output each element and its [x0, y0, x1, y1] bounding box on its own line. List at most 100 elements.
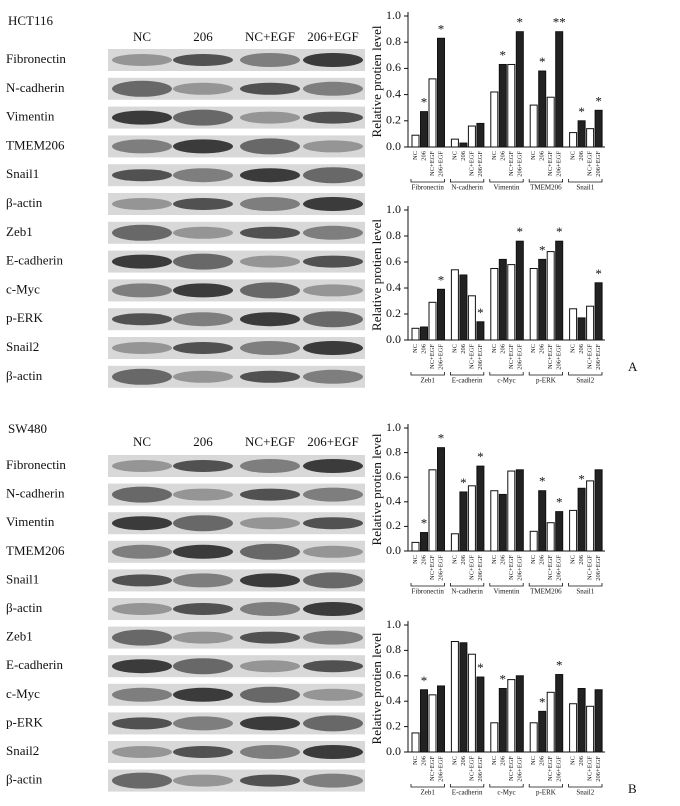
- blot-strip: [108, 279, 365, 302]
- bar-tick-label: 206: [499, 755, 506, 766]
- y-tick-label: 1.0: [386, 617, 401, 631]
- x-tick-label: Snail2: [576, 377, 594, 385]
- bar: [459, 642, 468, 753]
- bar: [437, 37, 445, 148]
- bar-tick-label: NC: [570, 344, 577, 353]
- bar: [515, 240, 524, 341]
- bar: [437, 685, 445, 753]
- blot-band: [112, 603, 172, 615]
- blot-band: [240, 686, 300, 703]
- significance-label: *: [517, 15, 524, 30]
- bar: [586, 305, 595, 341]
- bar-tick-label: NC+EGF: [547, 756, 554, 781]
- bar: [529, 530, 538, 552]
- blot-strip: [108, 221, 365, 244]
- blot-band: [240, 716, 300, 731]
- y-tick-label: 0.0: [386, 332, 401, 346]
- significance-label: *: [477, 305, 484, 320]
- bar: [437, 288, 445, 341]
- bar-tick-label: 206: [578, 343, 585, 354]
- blot-strip: [108, 655, 365, 678]
- blot-band: [173, 687, 233, 702]
- bar-tick-label: NC: [412, 756, 419, 765]
- bar: [538, 710, 547, 753]
- bar-tick-label: NC+EGF: [429, 756, 436, 781]
- y-axis-title: Relative protien level: [369, 433, 384, 545]
- blot-band: [173, 716, 233, 731]
- bar: [450, 533, 459, 552]
- blot-band: [303, 255, 363, 268]
- blot-band: [173, 198, 233, 210]
- bar: [428, 694, 437, 753]
- group-bracket: [410, 784, 445, 788]
- bar: [498, 493, 507, 552]
- bar: [515, 469, 524, 552]
- blot-band: [303, 745, 363, 759]
- bar-tick-label: 206+EGF: [556, 756, 563, 782]
- blot-band: [112, 629, 172, 646]
- bar-tick-label: NC: [570, 151, 577, 160]
- y-tick-label: 0.2: [386, 518, 401, 532]
- blot-strip: [108, 598, 365, 620]
- x-tick-label: E-cadherin: [452, 789, 483, 797]
- blot-row-label: E-cadherin: [6, 657, 64, 672]
- blot-row-label: Snail1: [6, 571, 39, 586]
- bar-tick-label: 206: [460, 343, 467, 354]
- blot-band: [303, 53, 363, 67]
- x-tick-label: Zeb1: [421, 789, 436, 797]
- panel-label: B: [628, 781, 637, 796]
- blot-strip: [108, 250, 365, 273]
- bar: [420, 326, 428, 341]
- lane-header: 206: [193, 29, 213, 44]
- bar: [490, 490, 499, 552]
- blot-band: [240, 282, 300, 299]
- x-tick-label: Fibronectin: [412, 588, 445, 596]
- bar: [569, 703, 578, 753]
- bar-tick-label: NC+EGF: [508, 344, 515, 369]
- bar-tick-label: NC: [530, 344, 537, 353]
- bar-tick-label: 206+EGF: [477, 344, 484, 370]
- bar: [428, 301, 437, 341]
- blot-strip: [108, 77, 365, 100]
- blot-band: [240, 543, 300, 560]
- bar-tick-label: 206+EGF: [477, 151, 484, 177]
- blot-row-label: Fibronectin: [6, 457, 66, 472]
- bar: [476, 465, 485, 552]
- bar-tick-label: NC: [530, 756, 537, 765]
- x-tick-label: p-ERK: [536, 789, 556, 797]
- bar: [577, 688, 586, 753]
- blot-band: [240, 226, 300, 239]
- blot-band: [240, 111, 300, 124]
- blot-row-label: TMEM206: [6, 543, 65, 558]
- x-tick-label: Snail1: [576, 588, 594, 596]
- x-tick-label: Zeb1: [421, 377, 436, 385]
- blot-band: [112, 224, 172, 241]
- blot-band: [240, 488, 300, 501]
- bar: [546, 251, 555, 341]
- bar-tick-label: NC+EGF: [429, 344, 436, 369]
- blot-band: [112, 198, 172, 210]
- blot-band: [303, 660, 363, 673]
- blot-band: [173, 573, 233, 588]
- lane-header: NC: [133, 434, 151, 449]
- bar-tick-label: 206: [578, 755, 585, 766]
- significance-label: *: [539, 474, 546, 489]
- bar: [420, 689, 428, 753]
- significance-label: *: [421, 673, 428, 688]
- bar: [476, 122, 485, 148]
- x-tick-label: N-cadherin: [451, 588, 483, 596]
- blot-band: [112, 139, 172, 154]
- significance-label: *: [595, 93, 602, 108]
- group-bracket: [450, 372, 485, 376]
- significance-label: *: [421, 516, 428, 531]
- blot-strip: [108, 626, 365, 649]
- bar-tick-label: 206: [578, 150, 585, 161]
- bar: [459, 491, 468, 552]
- bar: [594, 282, 603, 341]
- bar-tick-label: 206: [420, 755, 427, 766]
- y-axis-title: Relative protien level: [369, 632, 384, 744]
- blot-band: [173, 253, 233, 270]
- y-tick-label: 0.4: [386, 86, 401, 100]
- y-axis-title: Relative protien level: [369, 25, 384, 137]
- blot-band: [240, 138, 300, 155]
